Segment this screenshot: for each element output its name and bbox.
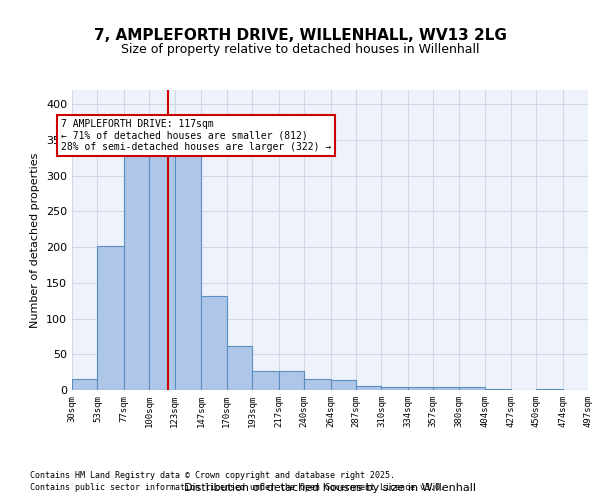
Bar bbox=[124, 154, 149, 390]
Bar bbox=[175, 150, 201, 390]
Bar bbox=[201, 296, 227, 390]
Bar bbox=[331, 380, 356, 390]
Bar bbox=[149, 152, 175, 390]
Bar bbox=[227, 346, 252, 390]
Bar bbox=[536, 388, 563, 390]
Text: Contains public sector information licensed under the Open Government Licence v3: Contains public sector information licen… bbox=[30, 484, 445, 492]
Bar bbox=[356, 386, 382, 390]
Text: 7, AMPLEFORTH DRIVE, WILLENHALL, WV13 2LG: 7, AMPLEFORTH DRIVE, WILLENHALL, WV13 2L… bbox=[94, 28, 506, 42]
Bar bbox=[252, 370, 278, 390]
Bar bbox=[304, 380, 331, 390]
Y-axis label: Number of detached properties: Number of detached properties bbox=[31, 152, 40, 328]
Bar bbox=[278, 370, 304, 390]
Bar bbox=[459, 387, 485, 390]
Bar bbox=[433, 387, 459, 390]
X-axis label: Distribution of detached houses by size in Willenhall: Distribution of detached houses by size … bbox=[184, 482, 476, 492]
Text: Contains HM Land Registry data © Crown copyright and database right 2025.: Contains HM Land Registry data © Crown c… bbox=[30, 471, 395, 480]
Bar bbox=[485, 388, 511, 390]
Bar bbox=[382, 387, 408, 390]
Bar bbox=[97, 246, 124, 390]
Text: Size of property relative to detached houses in Willenhall: Size of property relative to detached ho… bbox=[121, 42, 479, 56]
Bar bbox=[408, 387, 433, 390]
Text: 7 AMPLEFORTH DRIVE: 117sqm
← 71% of detached houses are smaller (812)
28% of sem: 7 AMPLEFORTH DRIVE: 117sqm ← 71% of deta… bbox=[61, 118, 331, 152]
Bar bbox=[72, 380, 97, 390]
